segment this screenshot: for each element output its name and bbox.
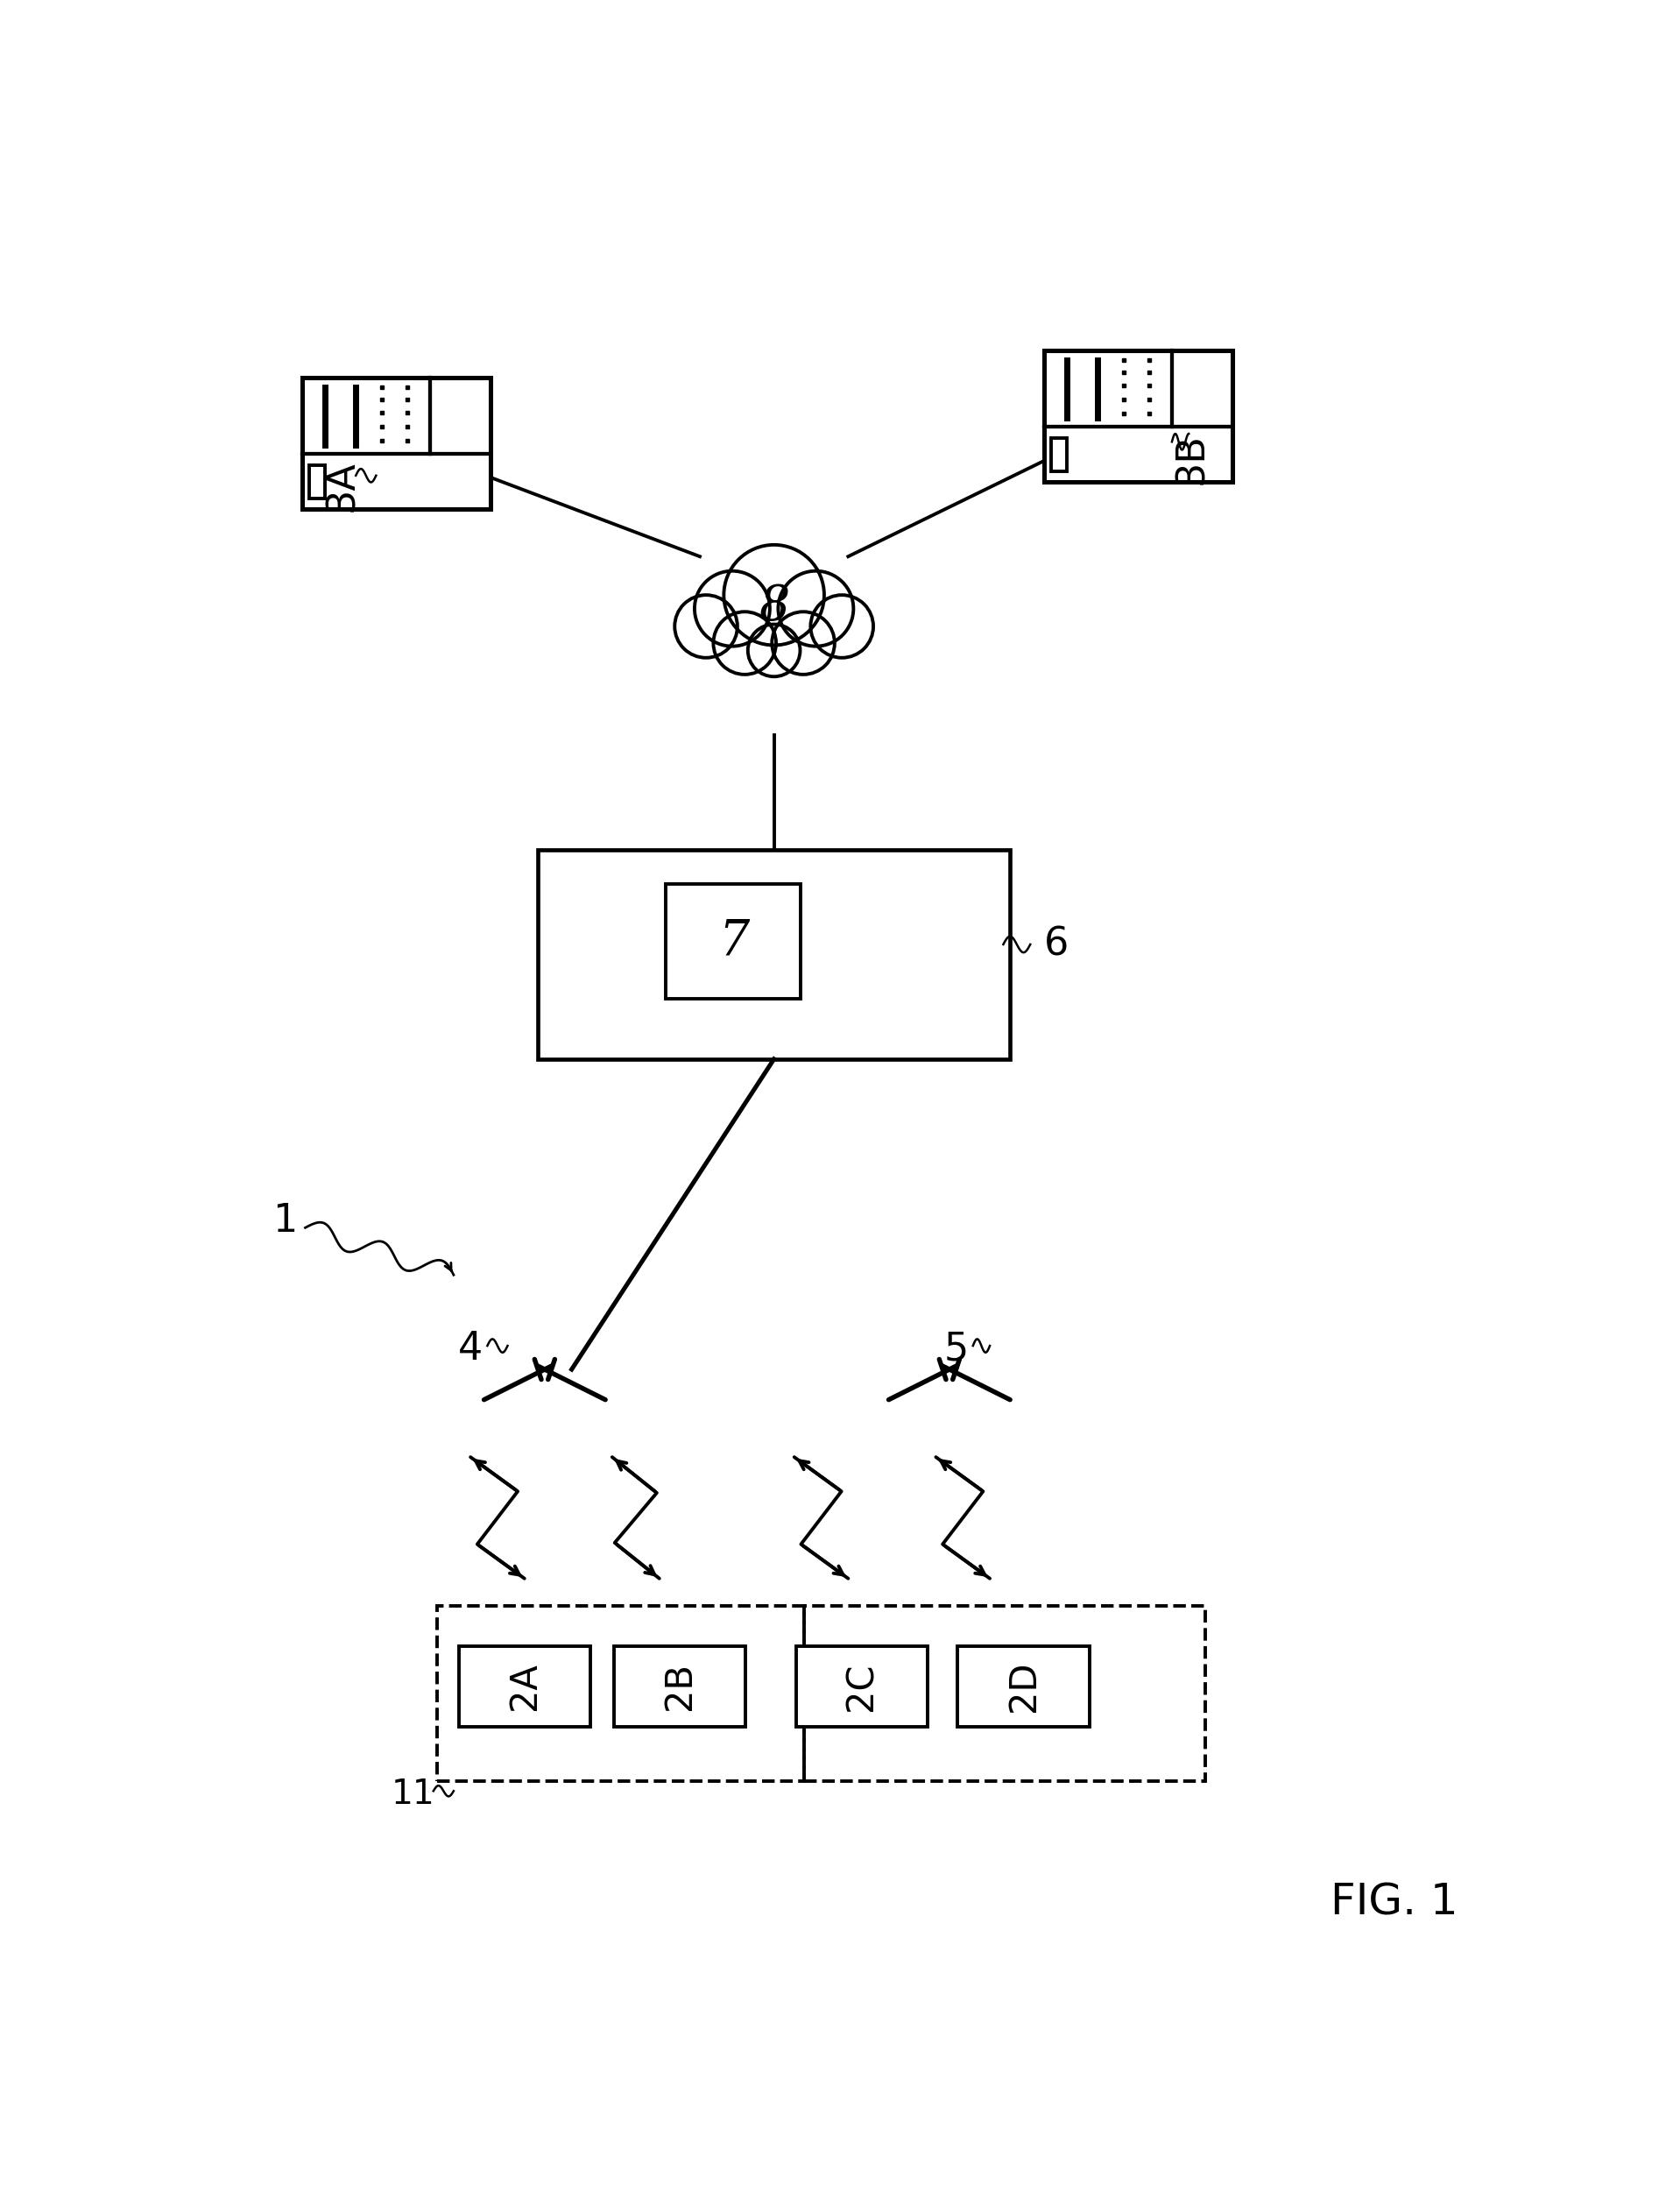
Text: 7: 7 — [717, 916, 749, 964]
Bar — [302, 377, 491, 509]
Text: 8: 8 — [759, 583, 790, 631]
Text: 5: 5 — [944, 1331, 968, 1368]
Bar — [665, 883, 801, 997]
Circle shape — [778, 570, 853, 647]
Text: 3B: 3B — [1173, 432, 1211, 484]
Circle shape — [675, 594, 738, 658]
Text: 1: 1 — [272, 1201, 297, 1241]
Bar — [805, 1605, 1206, 1780]
Bar — [459, 1646, 590, 1727]
Text: 11: 11 — [391, 1778, 435, 1811]
Circle shape — [810, 594, 874, 658]
Text: 3A: 3A — [324, 460, 361, 511]
Text: 2C: 2C — [843, 1662, 880, 1710]
Text: 6: 6 — [1043, 925, 1068, 962]
Circle shape — [694, 570, 769, 647]
Circle shape — [714, 612, 776, 675]
Text: 2B: 2B — [662, 1662, 697, 1710]
Circle shape — [748, 625, 800, 677]
Bar — [1043, 351, 1233, 482]
Bar — [1052, 438, 1067, 471]
Bar — [958, 1646, 1089, 1727]
Ellipse shape — [692, 561, 855, 666]
Bar — [538, 850, 1010, 1059]
Circle shape — [724, 546, 825, 644]
Text: 2D: 2D — [1005, 1662, 1042, 1712]
Bar — [613, 1646, 746, 1727]
Bar — [309, 465, 324, 498]
Bar — [437, 1605, 805, 1780]
Text: FIG. 1: FIG. 1 — [1331, 1881, 1458, 1922]
Text: 4: 4 — [459, 1331, 482, 1368]
Circle shape — [771, 612, 835, 675]
Bar — [796, 1646, 927, 1727]
Text: 2A: 2A — [506, 1662, 543, 1710]
